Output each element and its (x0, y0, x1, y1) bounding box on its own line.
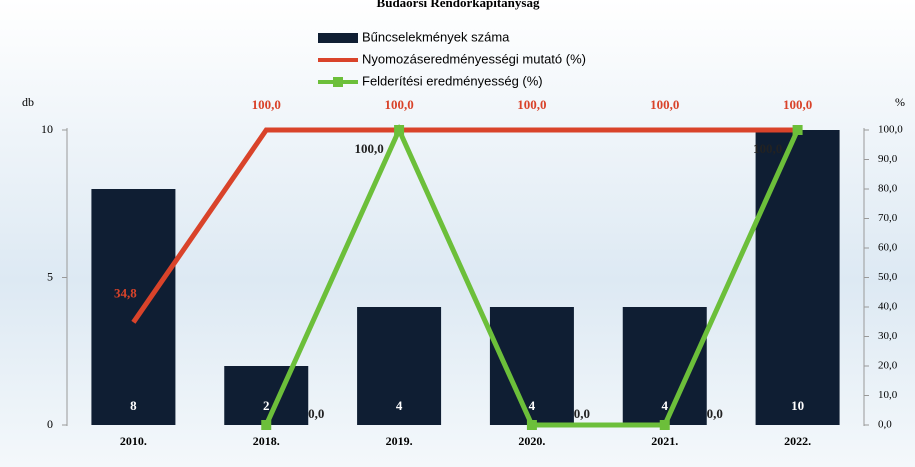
y2-tick-label: 100,0 (878, 124, 903, 136)
y2-tick-label: 90,0 (878, 153, 898, 165)
y-axis-label: db (22, 95, 34, 109)
marker (261, 420, 271, 430)
bar-value-label: 4 (662, 398, 669, 413)
line-value-label: 100,0 (650, 97, 679, 112)
line-value-label: 100,0 (783, 97, 812, 112)
legend-label: Bűncselekmények száma (362, 29, 510, 44)
line-value-label: 100,0 (252, 97, 281, 112)
marker (394, 125, 404, 135)
legend-swatch (318, 33, 358, 43)
x-tick-label: 2021. (651, 434, 678, 448)
legend-label: Felderítési eredményesség (%) (362, 73, 543, 88)
chart-title: Budaörsi Rendőrkapitányság (377, 0, 540, 10)
y2-tick-label: 0,0 (878, 419, 892, 431)
bar-value-label: 2 (263, 398, 270, 413)
line-value-label: 34,8 (114, 285, 137, 300)
y-tick-label: 5 (47, 269, 53, 283)
legend-swatch (333, 77, 343, 87)
bar-value-label: 10 (791, 398, 804, 413)
chart: Budaörsi Rendőrkapitányság db % 05100,01… (0, 0, 915, 467)
legend-label: Nyomozáseredményességi mutató (%) (362, 51, 586, 66)
line-value-label: 100,0 (517, 97, 546, 112)
line-value-label: 100,0 (753, 141, 782, 156)
marker (527, 420, 537, 430)
y2-tick-label: 50,0 (878, 271, 898, 283)
y2-tick-label: 40,0 (878, 301, 898, 313)
line-value-label: 100,0 (354, 141, 383, 156)
y2-tick-label: 20,0 (878, 360, 898, 372)
page: Budaörsi Rendőrkapitányság db % 05100,01… (0, 0, 915, 467)
x-tick-label: 2018. (253, 434, 280, 448)
y-tick-label: 10 (41, 122, 53, 136)
x-tick-label: 2022. (784, 434, 811, 448)
bar (91, 189, 175, 425)
line-value-label: 0,0 (574, 406, 590, 421)
bar-value-label: 4 (396, 398, 403, 413)
x-tick-label: 2010. (120, 434, 147, 448)
marker (660, 420, 670, 430)
bar (224, 366, 308, 425)
marker (793, 125, 803, 135)
y2-tick-label: 80,0 (878, 183, 898, 195)
bar-value-label: 8 (130, 398, 137, 413)
bar-value-label: 4 (529, 398, 536, 413)
y2-tick-label: 60,0 (878, 242, 898, 254)
y2-tick-label: 70,0 (878, 212, 898, 224)
line-value-label: 0,0 (707, 406, 723, 421)
x-tick-label: 2019. (386, 434, 413, 448)
y2-tick-label: 10,0 (878, 389, 898, 401)
y2-tick-label: 30,0 (878, 330, 898, 342)
x-tick-label: 2020. (518, 434, 545, 448)
y2-axis-label: % (895, 95, 905, 109)
line-value-label: 0,0 (308, 406, 324, 421)
line-value-label: 100,0 (384, 97, 413, 112)
y-tick-label: 0 (47, 417, 53, 431)
bar (756, 130, 840, 425)
